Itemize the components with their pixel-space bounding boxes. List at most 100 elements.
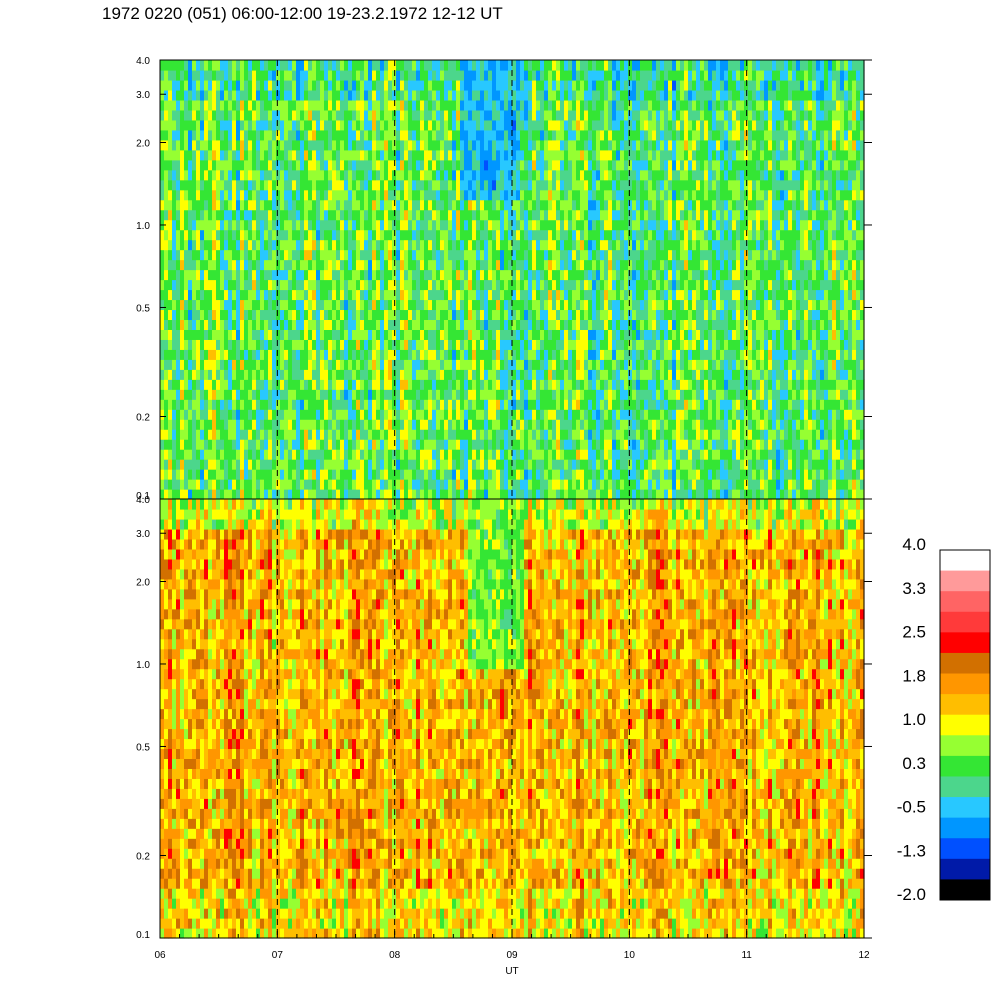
heatmap-cell [340,169,345,181]
heatmap-cell [200,439,205,450]
heatmap-cell [416,69,421,81]
heatmap-cell [364,309,369,321]
heatmap-cell [380,219,385,231]
heatmap-cell [196,379,201,390]
heatmap-cell [436,149,441,161]
heatmap-cell [484,429,489,440]
heatmap-cell [216,379,221,390]
heatmap-cell [304,149,309,161]
heatmap-cell [348,189,353,201]
heatmap-cell [436,69,441,81]
heatmap-cell [592,469,597,480]
heatmap-cell [448,399,453,410]
heatmap-cell [468,269,473,281]
heatmap-cell [256,129,261,141]
heatmap-cell [200,189,205,201]
heatmap-cell [316,449,321,460]
heatmap-cell [436,319,441,330]
heatmap-cell [168,259,173,271]
heatmap-cell [304,79,309,91]
heatmap-cell [316,429,321,440]
heatmap-cell [484,199,489,211]
heatmap-cell [188,239,193,251]
heatmap-cell [324,149,329,161]
heatmap-cell [160,199,165,211]
heatmap-cell [496,99,501,111]
heatmap-cell [468,159,473,171]
heatmap-cell [168,159,173,171]
heatmap-cell [528,119,533,131]
heatmap-cell [292,309,297,321]
heatmap-cell [536,409,541,420]
heatmap-cell [192,299,197,311]
heatmap-cell [236,259,241,271]
heatmap-cell [476,419,481,430]
heatmap-cell [176,239,181,251]
heatmap-cell [376,469,381,480]
heatmap-cell [336,239,341,251]
heatmap-cell [468,229,473,241]
heatmap-cell [436,89,441,101]
heatmap-cell [404,89,409,101]
heatmap-cell [540,419,545,430]
heatmap-cell [176,139,181,151]
heatmap-cell [588,359,593,370]
heatmap-cell [352,459,357,470]
heatmap-cell [580,439,585,450]
heatmap-cell [468,359,473,370]
heatmap-cell [280,419,285,430]
heatmap-cell [400,69,405,81]
heatmap-cell [452,169,457,181]
heatmap-cell [524,279,529,291]
heatmap-cell [384,259,389,271]
heatmap-cell [488,439,493,450]
heatmap-cell [400,399,405,410]
heatmap-cell [596,329,601,340]
heatmap-cell [264,379,269,390]
heatmap-cell [384,219,389,231]
heatmap-cell [516,229,521,241]
heatmap-cell [328,369,333,380]
heatmap-cell [536,379,541,390]
heatmap-cell [348,119,353,131]
heatmap-cell [432,369,437,380]
heatmap-cell [204,239,209,251]
heatmap-cell [436,189,441,201]
heatmap-cell [508,289,513,301]
heatmap-cell [604,119,609,131]
heatmap-cell [436,129,441,141]
heatmap-cell [368,159,373,171]
heatmap-cell [368,479,373,490]
heatmap-cell [396,399,401,410]
heatmap-cell [272,199,277,211]
heatmap-cell [464,369,469,380]
heatmap-cell [236,179,241,191]
heatmap-cell [268,149,273,161]
heatmap-cell [524,229,529,241]
heatmap-cell [184,319,189,330]
heatmap-cell [584,239,589,251]
heatmap-cell [568,149,573,161]
heatmap-cell [484,69,489,81]
heatmap-cell [376,319,381,330]
heatmap-cell [556,259,561,271]
heatmap-cell [524,269,529,281]
heatmap-cell [260,369,265,380]
heatmap-cell [588,469,593,480]
heatmap-cell [208,60,213,71]
heatmap-cell [524,69,529,81]
heatmap-cell [248,409,253,420]
heatmap-cell [560,69,565,81]
heatmap-cell [168,359,173,370]
heatmap-cell [284,459,289,470]
heatmap-cell [164,189,169,201]
heatmap-cell [388,219,393,231]
heatmap-cell [256,69,261,81]
heatmap-cell [604,279,609,291]
heatmap-cell [476,449,481,460]
heatmap-cell [216,479,221,490]
heatmap-cell [272,299,277,311]
heatmap-cell [328,119,333,131]
heatmap-cell [352,429,357,440]
heatmap-cell [596,459,601,470]
